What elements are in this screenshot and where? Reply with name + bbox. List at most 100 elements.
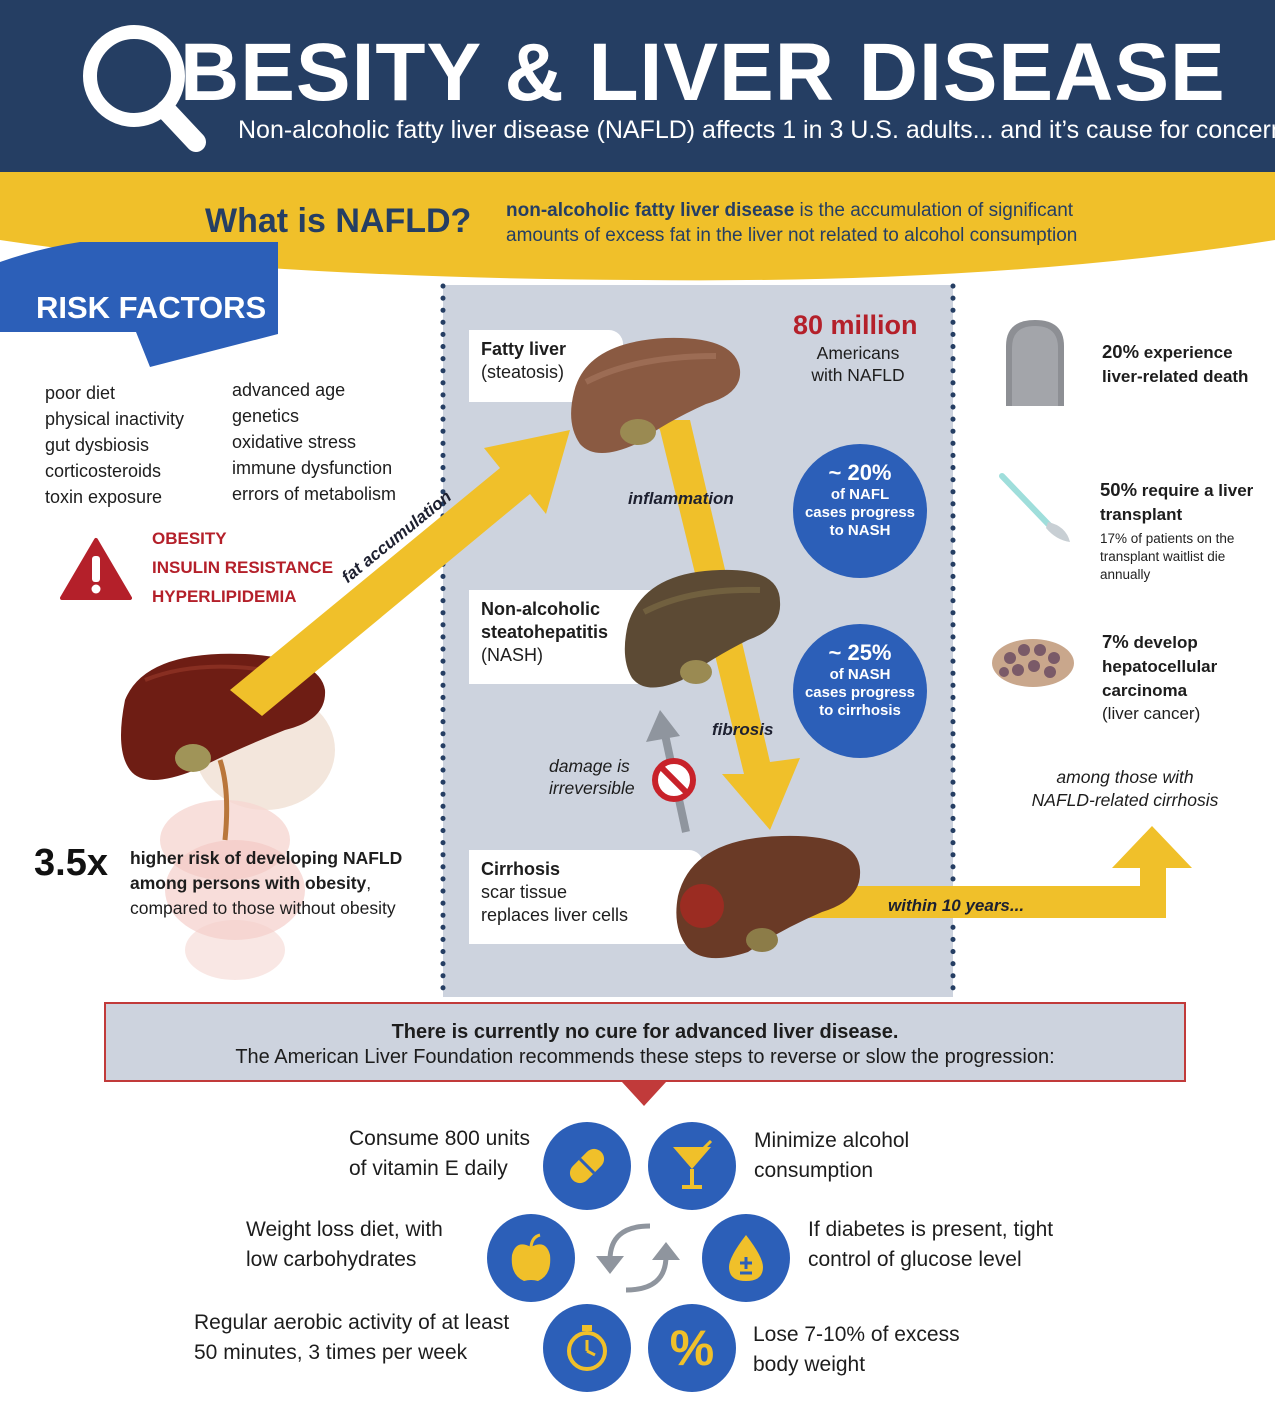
rec-exercise: Regular aerobic activity of at least 50 … bbox=[194, 1308, 509, 1368]
stage-cirrhosis-title: Cirrhosis bbox=[481, 859, 561, 879]
rec-exercise-line-2: 50 minutes, 3 times per week bbox=[194, 1341, 468, 1364]
cancer-pct: 7% bbox=[1102, 631, 1129, 652]
nafl-to-nash-bubble: ~ 20% of NAFL cases progress to NASH bbox=[793, 444, 927, 578]
rec-glucose-line-2: control of glucose level bbox=[808, 1248, 1022, 1271]
rec-vitamin-line-1: Consume 800 units bbox=[349, 1127, 530, 1150]
nash-to-cirrhosis-pct: ~ 25% bbox=[828, 640, 892, 665]
risk-factors-ribbon bbox=[0, 242, 278, 367]
apple-icon bbox=[511, 1233, 551, 1281]
nash-liver-illustration bbox=[624, 569, 781, 688]
bubble1-line1: of NAFL bbox=[830, 486, 890, 503]
list-item: poor diet bbox=[45, 383, 116, 403]
banner-line-2: The American Liver Foundation recommends… bbox=[235, 1046, 1055, 1068]
transplant-pct: 50% bbox=[1100, 479, 1138, 500]
glucose-circle bbox=[702, 1214, 790, 1302]
cancer-text: develop hepatocellular carcinoma bbox=[1102, 633, 1218, 700]
risk-insulin-resistance: INSULIN RESISTANCE bbox=[152, 558, 334, 577]
list-item: physical inactivity bbox=[45, 409, 185, 429]
alcohol-circle bbox=[648, 1122, 736, 1210]
stage-nash-sub: (NASH) bbox=[481, 645, 543, 665]
major-risk-factors: OBESITY INSULIN RESISTANCE HYPERLIPIDEMI… bbox=[152, 524, 333, 611]
rec-weight-line-1: Lose 7-10% of excess bbox=[753, 1323, 960, 1346]
damage-irreversible-label: damage is irreversible bbox=[549, 755, 635, 799]
definition-band bbox=[0, 172, 1275, 281]
vitamin-circle bbox=[543, 1122, 631, 1210]
banner-pointer bbox=[622, 1082, 666, 1106]
list-item: immune dysfunction bbox=[232, 458, 393, 478]
bubble2-line3: to cirrhosis bbox=[819, 702, 901, 719]
stage-fatty-liver-sub: (steatosis) bbox=[481, 362, 565, 382]
fatty-liver-illustration bbox=[571, 337, 741, 453]
rec-alcohol-line-1: Minimize alcohol bbox=[754, 1129, 910, 1152]
nafl-to-nash-pct: ~ 20% bbox=[828, 460, 892, 485]
nafld-americans-text: Americans with NAFLD bbox=[796, 342, 920, 386]
within-10-years-label: within 10 years... bbox=[888, 896, 1025, 915]
rec-diet-line-2: low carbohydrates bbox=[246, 1248, 417, 1271]
rec-alcohol-line-2: consumption bbox=[754, 1159, 874, 1182]
stage-cirrhosis: Cirrhosis scar tissue replaces liver cel… bbox=[469, 850, 703, 944]
rec-diet: Weight loss diet, with low carbohydrates bbox=[246, 1215, 443, 1275]
transplant-note: 17% of patients on the transplant waitli… bbox=[1100, 531, 1235, 582]
scalpel-icon bbox=[999, 473, 1070, 542]
nafld-term: non-alcoholic fatty liver disease bbox=[506, 200, 795, 221]
stage-fatty-liver: Fatty liver (steatosis) bbox=[469, 330, 623, 402]
diet-circle bbox=[487, 1214, 575, 1302]
rec-glucose-line-1: If diabetes is present, tight bbox=[808, 1218, 1054, 1241]
stage-nash-title-2: steatohepatitis bbox=[481, 622, 609, 642]
list-item: errors of metabolism bbox=[232, 484, 397, 504]
nash-to-cirrhosis-bubble: ~ 25% of NASH cases progress to cirrhosi… bbox=[793, 624, 927, 758]
rec-weight-loss: Lose 7-10% of excess body weight bbox=[753, 1320, 960, 1380]
among-line-2: NAFLD-related cirrhosis bbox=[1031, 790, 1219, 810]
cancer-sub: (liver cancer) bbox=[1102, 704, 1201, 723]
inflammation-label: inflammation bbox=[628, 489, 734, 508]
transplant-text: require a liver transplant bbox=[1100, 481, 1254, 524]
weight-circle: % bbox=[648, 1304, 736, 1392]
exercise-circle bbox=[543, 1304, 631, 1392]
no-cure-banner: There is currently no cure for advanced … bbox=[104, 1002, 1186, 1082]
magnifier-icon bbox=[83, 25, 206, 152]
rec-alcohol: Minimize alcohol consumption bbox=[754, 1126, 909, 1186]
risk-multiplier-rest: , compared to those without obesity bbox=[130, 873, 396, 918]
stage-nash-title-1: Non-alcoholic bbox=[481, 599, 601, 619]
bubble1-line3: to NASH bbox=[829, 522, 891, 539]
bubble2-line2: cases progress bbox=[804, 684, 916, 701]
among-cirrhosis-note: among those with NAFLD-related cirrhosis bbox=[1010, 766, 1240, 812]
bubble1-line2: cases progress bbox=[804, 504, 916, 521]
death-text: experience liver-related death bbox=[1102, 343, 1249, 386]
rec-vitamin-line-2: of vitamin E daily bbox=[349, 1157, 508, 1180]
risk-obesity: OBESITY bbox=[152, 529, 227, 548]
nafld-definition-text: is the accumulation of significant amoun… bbox=[506, 200, 1078, 246]
header-banner bbox=[0, 0, 1275, 172]
cycle-arrows-icon bbox=[596, 1223, 680, 1293]
list-item: corticosteroids bbox=[45, 461, 162, 481]
bubble2-line1: of NASH bbox=[829, 666, 891, 683]
rec-vitamin-e: Consume 800 units of vitamin E daily bbox=[349, 1124, 530, 1184]
nafld-definition: non-alcoholic fatty liver disease is the… bbox=[506, 198, 1146, 248]
stage-cirrhosis-sub-1: scar tissue bbox=[481, 882, 568, 902]
banner-line-1: There is currently no cure for advanced … bbox=[391, 1021, 899, 1043]
healthy-liver-illustration bbox=[121, 653, 335, 980]
list-item: genetics bbox=[232, 406, 300, 426]
warning-icon bbox=[60, 538, 132, 600]
stopwatch-icon bbox=[567, 1325, 607, 1371]
rec-weight-line-2: body weight bbox=[753, 1353, 866, 1376]
damage-line-2: irreversible bbox=[549, 778, 635, 798]
risk-multiplier: 3.5x bbox=[34, 842, 108, 884]
death-stat: 20% experience liver-related death bbox=[1102, 340, 1262, 388]
nafld-americans-count: 80 million bbox=[793, 310, 918, 340]
stage-fatty-liver-title: Fatty liver bbox=[481, 339, 567, 359]
risk-list-right: advanced age genetics oxidative stress i… bbox=[232, 377, 396, 507]
list-item: gut dysbiosis bbox=[45, 435, 150, 455]
blood-drop-icon bbox=[729, 1235, 763, 1281]
list-item: toxin exposure bbox=[45, 487, 163, 507]
cirrhosis-liver-illustration bbox=[676, 835, 861, 959]
fibrosis-label: fibrosis bbox=[712, 720, 774, 739]
list-item: advanced age bbox=[232, 380, 346, 400]
risk-multiplier-text: higher risk of developing NAFLD among pe… bbox=[130, 846, 450, 921]
among-line-1: among those with bbox=[1056, 767, 1194, 787]
percent-icon: % bbox=[669, 1320, 715, 1376]
damage-line-1: damage is bbox=[549, 756, 630, 776]
rec-glucose: If diabetes is present, tight control of… bbox=[808, 1215, 1053, 1275]
transplant-stat: 50% require a liver transplant bbox=[1100, 478, 1260, 526]
risk-multiplier-bold: higher risk of developing NAFLD among pe… bbox=[130, 848, 403, 893]
